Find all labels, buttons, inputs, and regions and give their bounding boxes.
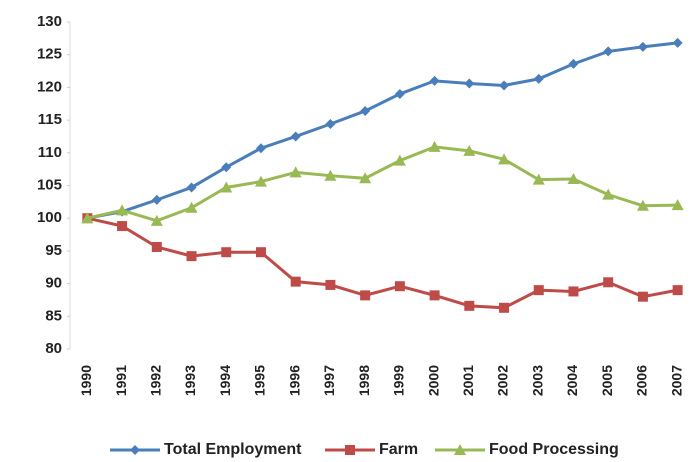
point bbox=[672, 37, 683, 48]
x-tick-label: 1994 bbox=[217, 365, 233, 396]
point bbox=[603, 46, 614, 57]
x-tick-label: 2004 bbox=[564, 365, 580, 396]
point bbox=[637, 41, 648, 52]
x-tick-label: 2005 bbox=[599, 365, 615, 396]
x-tick-label: 1995 bbox=[252, 365, 268, 396]
point bbox=[186, 182, 197, 193]
point bbox=[359, 172, 372, 184]
x-tick-label: 1993 bbox=[182, 365, 198, 396]
point bbox=[532, 173, 545, 185]
point bbox=[636, 199, 649, 211]
legend-marker bbox=[345, 445, 355, 455]
point bbox=[394, 88, 405, 99]
x-tick-label: 1997 bbox=[321, 365, 337, 396]
point bbox=[428, 140, 441, 152]
point bbox=[568, 286, 579, 297]
point bbox=[254, 175, 267, 187]
point bbox=[568, 58, 579, 69]
y-tick-label: 85 bbox=[45, 307, 62, 324]
x-tick-label: 2003 bbox=[529, 365, 545, 396]
point bbox=[255, 247, 266, 258]
point bbox=[221, 247, 232, 258]
y-tick-label: 120 bbox=[37, 78, 62, 95]
legend-marker bbox=[454, 444, 466, 455]
point bbox=[116, 204, 129, 216]
y-tick-label: 100 bbox=[37, 209, 62, 226]
x-tick-label: 1996 bbox=[286, 365, 302, 396]
series-line bbox=[87, 41, 678, 220]
y-tick-label: 115 bbox=[38, 111, 62, 128]
x-tick-label: 2001 bbox=[460, 365, 476, 396]
series-line bbox=[87, 145, 678, 223]
y-tick-label: 95 bbox=[45, 242, 62, 259]
x-tick-label: 1991 bbox=[113, 365, 129, 396]
x-tick-label: 1992 bbox=[148, 365, 164, 396]
x-tick-label: 2002 bbox=[495, 365, 511, 396]
point bbox=[290, 131, 301, 142]
point bbox=[117, 221, 128, 232]
point bbox=[221, 162, 232, 173]
point bbox=[499, 302, 510, 313]
point bbox=[360, 290, 371, 301]
point bbox=[464, 78, 475, 89]
point bbox=[671, 199, 684, 211]
point bbox=[290, 276, 301, 287]
point bbox=[533, 73, 544, 84]
point bbox=[289, 166, 302, 178]
point bbox=[186, 251, 197, 262]
point bbox=[429, 290, 440, 301]
series-line bbox=[87, 216, 678, 310]
point bbox=[637, 291, 648, 302]
point bbox=[499, 80, 510, 91]
x-tick-label: 2006 bbox=[634, 365, 650, 396]
point bbox=[81, 212, 94, 224]
point bbox=[602, 188, 615, 200]
legend-marker bbox=[130, 445, 140, 455]
point bbox=[463, 144, 476, 156]
point bbox=[360, 105, 371, 116]
point bbox=[255, 143, 266, 154]
point bbox=[394, 281, 405, 292]
point bbox=[220, 181, 233, 193]
point bbox=[151, 194, 162, 205]
legend-label: Total Employment bbox=[164, 441, 302, 458]
y-tick-label: 110 bbox=[38, 144, 62, 161]
point bbox=[185, 201, 198, 213]
y-tick-label: 80 bbox=[45, 340, 62, 357]
y-tick-label: 105 bbox=[37, 176, 62, 193]
point bbox=[464, 300, 475, 311]
point bbox=[324, 169, 337, 181]
point bbox=[325, 119, 336, 130]
point bbox=[672, 285, 683, 296]
point bbox=[325, 279, 336, 290]
x-tick-label: 1999 bbox=[391, 365, 407, 396]
y-tick-label: 130 bbox=[37, 13, 62, 30]
x-tick-label: 1990 bbox=[78, 365, 94, 396]
point bbox=[603, 277, 614, 288]
point bbox=[429, 75, 440, 86]
x-tick-label: 2007 bbox=[668, 365, 684, 396]
point bbox=[567, 172, 580, 184]
x-tick-label: 1998 bbox=[356, 365, 372, 396]
x-tick-label: 2000 bbox=[425, 365, 441, 396]
point bbox=[151, 241, 162, 252]
point bbox=[150, 214, 163, 226]
legend-label: Food Processing bbox=[489, 441, 619, 458]
point bbox=[393, 154, 406, 166]
legend-label: Farm bbox=[379, 441, 418, 458]
point bbox=[533, 285, 544, 296]
point bbox=[498, 153, 511, 165]
y-tick-label: 125 bbox=[37, 46, 62, 63]
y-tick-label: 90 bbox=[45, 275, 62, 292]
